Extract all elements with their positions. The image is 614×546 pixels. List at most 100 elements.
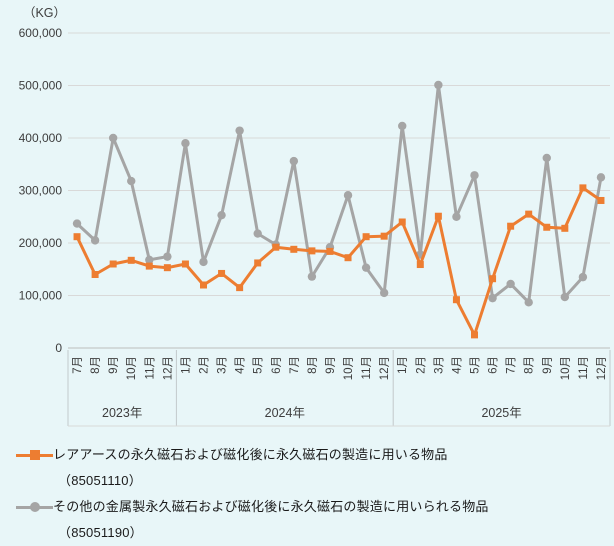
month-tick-label: 7月: [72, 356, 84, 374]
data-point-square-marker: [200, 281, 207, 289]
month-tick-label: 7月: [506, 356, 518, 374]
data-point-square-marker: [489, 275, 497, 283]
legend-series-name-other-metal: その他の金属製永久磁石および磁化後に永久磁石の製造に用いられる物品: [53, 499, 489, 514]
data-point-square-marker: [579, 184, 587, 192]
series-line-rare-earth-85051110: [75, 186, 603, 337]
data-point-circle-marker: [398, 121, 407, 131]
month-tick-label: 5月: [470, 356, 482, 374]
month-tick-label: 2月: [415, 356, 427, 374]
month-tick-label: 2月: [199, 356, 211, 374]
legend-square-marker-icon: [29, 450, 40, 460]
y-axis-tick-label: 0: [55, 341, 62, 355]
data-point-circle-marker: [163, 252, 172, 261]
data-point-square-marker: [254, 259, 262, 267]
legend-series-code-other-metal: （85051190）: [58, 525, 143, 540]
chart-legend: レアアースの永久磁石および磁化後に永久磁石の製造に用いる物品 （85051110…: [16, 442, 608, 546]
data-point-square-marker: [73, 233, 81, 241]
data-point-circle-marker: [145, 255, 154, 264]
data-point-circle-marker: [217, 210, 226, 220]
y-axis-tick-label: 400,000: [19, 131, 63, 145]
data-point-circle-marker: [307, 272, 317, 281]
month-tick-label: 1月: [397, 356, 409, 374]
data-point-circle-marker: [488, 293, 497, 303]
month-tick-label: 12月: [162, 356, 174, 380]
data-point-square-marker: [452, 296, 460, 304]
data-point-square-marker: [525, 210, 533, 218]
data-point-circle-marker: [90, 236, 100, 245]
y-axis-unit-label: （KG）: [23, 6, 66, 20]
data-point-circle-marker: [542, 153, 551, 163]
month-tick-label: 4月: [235, 356, 247, 374]
year-group-label: 2025年: [481, 406, 521, 420]
data-point-square-marker: [218, 269, 226, 277]
month-tick-label: 3月: [217, 356, 229, 374]
legend-item-85051190: その他の金属製永久磁石および磁化後に永久磁石の製造に用いられる物品 （85051…: [16, 494, 608, 546]
month-tick-label: 11月: [144, 356, 156, 379]
month-tick-label: 3月: [433, 356, 445, 374]
month-tick-label: 12月: [379, 356, 391, 380]
data-point-circle-marker: [452, 212, 461, 221]
y-axis-tick-label: 200,000: [19, 236, 63, 250]
month-tick-label: 9月: [325, 356, 337, 374]
data-point-square-marker: [272, 243, 280, 251]
data-point-circle-marker: [470, 171, 479, 180]
data-point-square-marker: [597, 196, 605, 204]
data-point-square-marker: [145, 262, 153, 270]
y-axis-tick-label: 500,000: [19, 79, 63, 93]
y-axis-tick-label: 100,000: [19, 289, 63, 303]
month-tick-label: 8月: [524, 356, 536, 374]
data-point-circle-marker: [560, 292, 570, 302]
data-point-square-marker: [344, 254, 352, 262]
month-tick-label: 8月: [307, 356, 319, 374]
data-point-square-marker: [398, 218, 406, 226]
month-tick-label: 1月: [180, 356, 192, 374]
legend-orange-line-square-marker-icon: [16, 442, 53, 468]
data-point-square-marker: [181, 260, 189, 268]
data-point-circle-marker: [379, 288, 389, 298]
data-point-circle-marker: [524, 298, 533, 307]
month-tick-label: 7月: [289, 356, 301, 374]
line-chart-canvas: 0 100,000 200,000 300,000 400,000 500,000 600,…: [19, 6, 611, 427]
data-point-square-marker: [109, 260, 117, 268]
data-point-circle-marker: [596, 173, 606, 182]
month-tick-label: 9月: [108, 356, 120, 374]
data-point-circle-marker: [343, 191, 353, 200]
month-tick-label: 10月: [126, 356, 138, 380]
month-tick-label: 12月: [596, 356, 608, 380]
year-group-label: 2024年: [265, 406, 305, 420]
month-tick-label: 6月: [271, 356, 283, 374]
data-point-square-marker: [416, 261, 424, 269]
month-tick-label: 9月: [542, 356, 554, 374]
legend-series-name-rare-earth: レアアースの永久磁石および磁化後に永久磁石の製造に用いる物品: [53, 447, 448, 462]
data-point-square-marker: [471, 331, 478, 339]
month-tick-label: 10月: [343, 356, 355, 380]
data-point-square-marker: [308, 247, 316, 255]
data-point-square-marker: [290, 245, 298, 253]
data-point-square-marker: [163, 264, 171, 272]
data-point-circle-marker: [361, 263, 371, 272]
data-point-circle-marker: [434, 80, 443, 90]
month-tick-label: 4月: [451, 356, 463, 374]
y-axis-tick-label: 300,000: [19, 184, 63, 198]
data-point-circle-marker: [235, 126, 244, 135]
month-tick-label: 6月: [488, 356, 500, 374]
month-tick-label: 10月: [560, 356, 572, 380]
data-point-square-marker: [236, 284, 244, 292]
legend-gray-line-circle-marker-icon: [16, 494, 53, 520]
data-point-circle-marker: [127, 176, 136, 186]
data-point-circle-marker: [108, 133, 118, 143]
data-point-square-marker: [91, 271, 99, 278]
data-point-circle-marker: [72, 219, 82, 228]
year-group-label: 2023年: [102, 406, 142, 420]
month-tick-label: 11月: [361, 356, 373, 379]
data-point-square-marker: [326, 247, 334, 255]
data-point-circle-marker: [199, 257, 208, 267]
month-tick-label: 11月: [578, 356, 590, 379]
data-point-circle-marker: [289, 156, 299, 166]
month-tick-label: 8月: [90, 356, 102, 374]
legend-circle-marker-icon: [29, 502, 40, 512]
data-point-square-marker: [543, 223, 551, 231]
data-point-square-marker: [380, 232, 388, 240]
data-point-circle-marker: [506, 279, 515, 289]
